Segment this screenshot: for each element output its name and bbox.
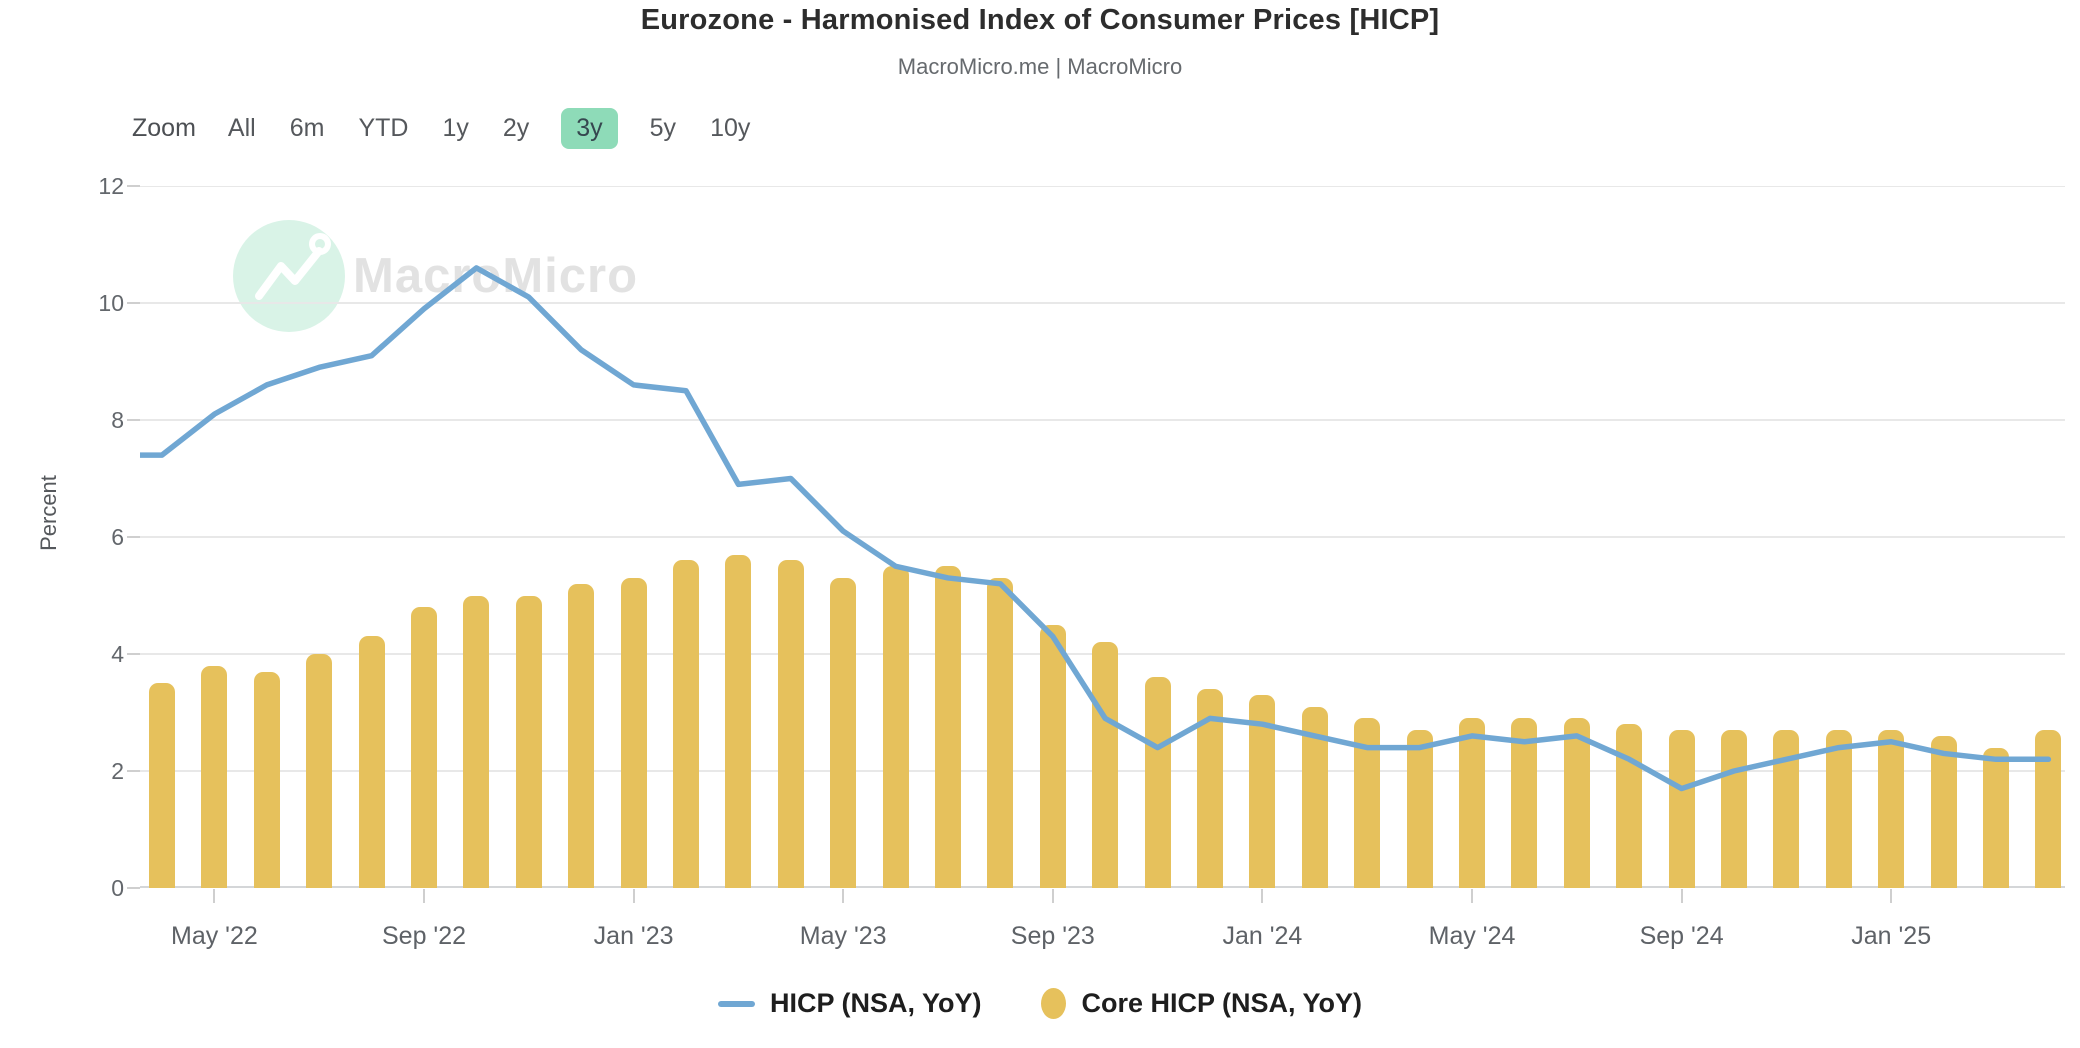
core-hicp-bar[interactable] bbox=[201, 665, 228, 888]
x-axis-label: Sep '23 bbox=[1010, 922, 1095, 950]
y-axis-title: Percent bbox=[36, 475, 61, 551]
legend-label: HICP (NSA, YoY) bbox=[769, 988, 982, 1018]
core-hicp-bar[interactable] bbox=[358, 636, 385, 888]
core-hicp-bar[interactable] bbox=[620, 577, 647, 888]
y-axis-tick bbox=[127, 536, 140, 538]
range-option-2y[interactable]: 2y bbox=[502, 113, 530, 142]
x-axis-label: Sep '24 bbox=[1639, 922, 1724, 950]
y-axis-label: 2 bbox=[111, 758, 124, 784]
y-axis-label: 10 bbox=[98, 290, 124, 316]
y-axis-tick bbox=[127, 419, 140, 421]
macromicro-logo-icon bbox=[233, 220, 345, 332]
core-hicp-bar[interactable] bbox=[1668, 730, 1695, 888]
plot-area bbox=[140, 186, 2065, 888]
core-hicp-bar[interactable] bbox=[515, 595, 542, 888]
y-axis-label: 0 bbox=[111, 875, 124, 901]
legend: HICP (NSA, YoY) Core HICP (NSA, YoY) bbox=[0, 988, 2080, 1019]
core-hicp-bar[interactable] bbox=[1459, 718, 1485, 888]
range-option-1y[interactable]: 1y bbox=[442, 113, 469, 142]
gridline bbox=[140, 536, 2065, 538]
range-option-10y[interactable]: 10y bbox=[710, 113, 751, 142]
page-subtitle: MacroMicro.me | MacroMicro bbox=[897, 54, 1183, 79]
x-axis-tick bbox=[632, 889, 635, 903]
range-option-ytd[interactable]: YTD bbox=[358, 113, 409, 142]
range-option-6m[interactable]: 6m bbox=[289, 113, 325, 142]
core-hicp-bar[interactable] bbox=[1721, 730, 1747, 888]
core-hicp-bar[interactable] bbox=[253, 671, 280, 888]
core-hicp-bar[interactable] bbox=[568, 583, 595, 888]
legend-line-marker-icon bbox=[717, 1000, 755, 1007]
core-hicp-bar[interactable] bbox=[1983, 747, 2009, 888]
legend-item-core-hicp-nsa-yoy[interactable]: Core HICP (NSA, YoY) bbox=[1041, 988, 1362, 1019]
x-axis-label: May '22 bbox=[171, 922, 258, 950]
core-hicp-bar[interactable] bbox=[777, 560, 804, 888]
x-axis-tick bbox=[423, 889, 425, 903]
core-hicp-bar[interactable] bbox=[306, 654, 333, 888]
y-axis-tick bbox=[127, 302, 140, 304]
core-hicp-bar[interactable] bbox=[149, 683, 175, 888]
core-hicp-bar[interactable] bbox=[1878, 730, 1905, 888]
x-axis-tick bbox=[1261, 889, 1264, 903]
x-axis-label: Jan '25 bbox=[1851, 922, 1932, 950]
x-axis-label: May '24 bbox=[1428, 922, 1516, 950]
core-hicp-bar[interactable] bbox=[725, 554, 752, 888]
core-hicp-bar[interactable] bbox=[830, 577, 857, 888]
y-axis-label: 8 bbox=[111, 407, 124, 433]
core-hicp-bar[interactable] bbox=[1616, 724, 1643, 888]
gridline bbox=[140, 419, 2065, 421]
core-hicp-bar[interactable] bbox=[1039, 624, 1066, 888]
core-hicp-bar[interactable] bbox=[1825, 730, 1852, 888]
core-hicp-bar[interactable] bbox=[1930, 735, 1957, 888]
x-axis-tick bbox=[1471, 889, 1473, 903]
x-axis-tick bbox=[842, 889, 845, 903]
x-axis-tick bbox=[1890, 889, 1893, 903]
range-selector: Zoom All 6m YTD 1y 2y 3y 5y 10y bbox=[132, 104, 752, 152]
core-hicp-bar[interactable] bbox=[673, 560, 699, 888]
macromicro-watermark: MacroMicro bbox=[233, 220, 638, 332]
range-zoom-label: Zoom bbox=[132, 113, 196, 142]
legend-ellipse-marker-icon bbox=[1041, 988, 1067, 1019]
x-axis-label: Jan '24 bbox=[1222, 922, 1303, 950]
x-axis-label: Sep '22 bbox=[381, 922, 467, 950]
core-hicp-bar[interactable] bbox=[463, 595, 490, 888]
y-axis-label: 6 bbox=[111, 524, 124, 550]
page-title: Eurozone - Harmonised Index of Consumer … bbox=[640, 4, 1440, 36]
y-axis-tick bbox=[127, 185, 140, 187]
gridline bbox=[140, 186, 2065, 187]
core-hicp-bar[interactable] bbox=[411, 607, 437, 888]
y-axis-tick bbox=[127, 653, 140, 655]
core-hicp-bar[interactable] bbox=[1563, 718, 1590, 888]
legend-label: Core HICP (NSA, YoY) bbox=[1081, 988, 1363, 1018]
core-hicp-bar[interactable] bbox=[1144, 677, 1171, 888]
core-hicp-bar[interactable] bbox=[882, 566, 909, 888]
core-hicp-bar[interactable] bbox=[1511, 718, 1538, 888]
range-option-all[interactable]: All bbox=[227, 113, 256, 142]
y-axis-tick bbox=[127, 887, 140, 889]
core-hicp-bar[interactable] bbox=[1092, 642, 1119, 888]
y-axis-label: 12 bbox=[98, 173, 124, 199]
hicp-line[interactable] bbox=[140, 265, 2052, 792]
y-axis-tick bbox=[127, 770, 140, 772]
x-axis-tick bbox=[213, 889, 216, 903]
legend-item-hicp-nsa-yoy[interactable]: HICP (NSA, YoY) bbox=[717, 988, 982, 1019]
gridline bbox=[140, 302, 2065, 304]
x-axis-label: Jan '23 bbox=[593, 922, 674, 950]
core-hicp-bar[interactable] bbox=[987, 577, 1014, 888]
core-hicp-bar[interactable] bbox=[1406, 730, 1433, 888]
y-axis-label: 4 bbox=[111, 641, 124, 667]
x-axis-tick bbox=[1680, 889, 1683, 903]
core-hicp-bar[interactable] bbox=[935, 566, 961, 888]
range-option-3y[interactable]: 3y bbox=[561, 107, 618, 149]
core-hicp-bar[interactable] bbox=[2035, 730, 2062, 888]
range-option-5y[interactable]: 5y bbox=[649, 113, 677, 142]
x-axis-label: May '23 bbox=[799, 922, 887, 950]
x-axis-tick bbox=[1051, 889, 1054, 903]
